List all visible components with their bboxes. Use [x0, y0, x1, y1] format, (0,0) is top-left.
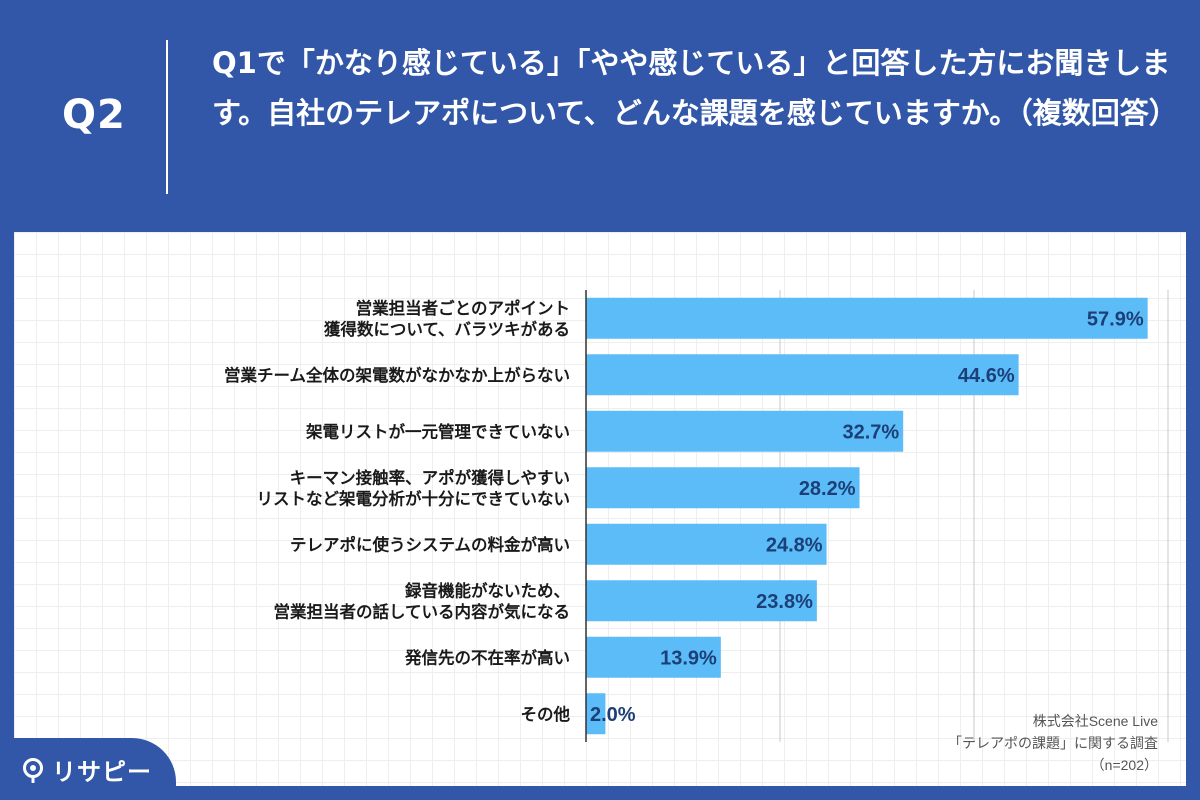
data-label: 23.8%: [756, 591, 813, 613]
source-survey: 「テレアポの課題」に関する調査: [948, 735, 1158, 751]
category-label: キーマン接触率、アポが獲得しやすい: [290, 467, 570, 487]
source-note: 株式会社Scene Live 「テレアポの課題」に関する調査 （n=202）: [948, 710, 1158, 776]
data-label: 32.7%: [842, 421, 899, 443]
bar: [586, 693, 606, 735]
logo-text: リサピー: [52, 758, 152, 786]
category-label: テレアポに使うシステムの料金が高い: [290, 534, 570, 554]
bar: [586, 410, 904, 452]
source-company: 株式会社Scene Live: [1032, 713, 1158, 729]
data-label: 28.2%: [799, 478, 856, 500]
bar: [586, 580, 817, 622]
bar: [586, 636, 721, 678]
question-text: Q1で「かなり感じている」「やや感じている」と回答した方にお聞きします。自社のテ…: [212, 46, 1178, 130]
header-divider: [166, 40, 168, 194]
category-label: 架電リストが一元管理できていない: [306, 421, 570, 441]
category-label: 営業担当者ごとのアポイント: [356, 298, 570, 318]
category-label: リストなど架電分析が十分にできていない: [257, 488, 571, 508]
category-label: 獲得数について、バラツキがある: [324, 319, 570, 339]
bar: [586, 467, 860, 509]
data-label: 44.6%: [958, 365, 1015, 387]
category-label: 発信先の不在率が高い: [404, 647, 570, 667]
bar: [586, 297, 1148, 339]
question-number: Q2: [62, 92, 126, 138]
chart-panel: 57.9% 営業担当者ごとのアポイント 獲得数について、バラツキがある 44.6% 営業…: [14, 232, 1186, 786]
data-label: 13.9%: [660, 647, 717, 669]
category-label: 営業チーム全体の架電数がなかなか上がらない: [224, 365, 570, 385]
data-label: 57.9%: [1087, 308, 1144, 330]
bar: [586, 523, 827, 565]
source-sample-size: （n=202）: [1090, 757, 1158, 773]
data-label: 24.8%: [766, 534, 823, 556]
category-label: 録音機能がないため、: [405, 580, 570, 600]
data-label: 2.0%: [590, 704, 636, 726]
bar: [586, 354, 1019, 396]
logo-tab: [0, 738, 176, 800]
category-label: その他: [521, 704, 571, 724]
pin-icon: [23, 757, 43, 783]
brand-logo: リサピー: [20, 752, 152, 787]
category-label: 営業担当者の話している内容が気になる: [273, 601, 570, 621]
question-header: Q2 Q1で「かなり感じている」「やや感じている」と回答した方にお聞きします。自…: [0, 0, 1200, 232]
